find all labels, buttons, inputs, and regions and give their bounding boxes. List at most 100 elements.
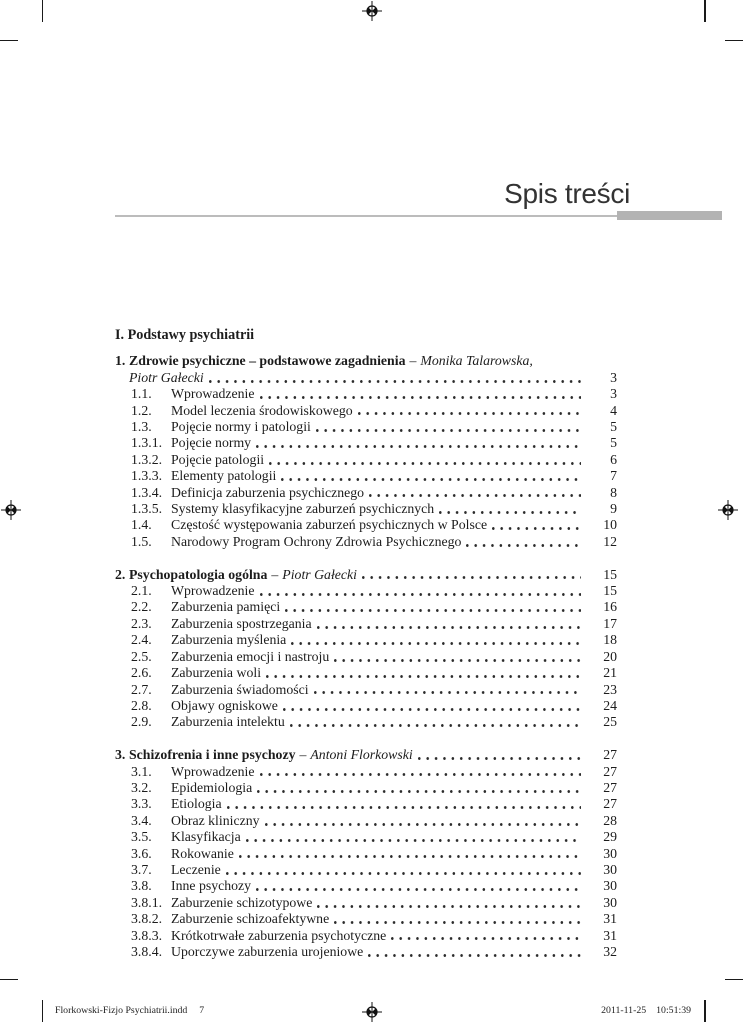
toc-chapter-block: 3. Schizofrenia i inne psychozy – Antoni Fl… — [115, 747, 617, 961]
toc-page-number: 8 — [610, 484, 617, 500]
toc-page-number: 5 — [610, 435, 617, 451]
toc-item-row: 3.7. Leczenie 30 — [115, 861, 617, 879]
toc-item-row: 3.4. Obraz kliniczny 28 — [115, 812, 617, 830]
crop-mark — [704, 1000, 706, 1022]
dot-leader — [285, 599, 581, 616]
toc-item-row: 3.2. Epidemiologia 27 — [115, 779, 617, 797]
dot-leader — [259, 763, 581, 780]
crop-mark — [725, 979, 743, 980]
toc-item-row: 3.8.4. Uporczywe zaburzenia urojeniowe 32 — [115, 944, 617, 961]
toc-item-row: 2.7. Zaburzenia świadomości 23 — [115, 681, 617, 698]
toc-page-number: 15 — [603, 583, 617, 599]
footer-time: 10:51:39 — [656, 1005, 691, 1016]
dot-leader — [208, 369, 581, 387]
toc-page-number: 27 — [603, 779, 617, 795]
toc-page-number: 30 — [603, 878, 617, 894]
toc-page-number: 27 — [603, 763, 617, 779]
toc-item-title: Wprowadzenie — [171, 583, 255, 599]
toc-chapter-block: 2. Psychopatologia ogólna – Piotr Gałecki 15… — [115, 566, 617, 731]
toc-page-number: 10 — [603, 517, 617, 533]
toc-item-title: Zaburzenia woli — [171, 665, 262, 681]
toc-list: 1. Zdrowie psychiczne – podstawowe zagadn… — [115, 353, 617, 961]
dot-leader — [315, 419, 581, 436]
toc-number: 1.3.2. — [131, 451, 163, 467]
toc-item-title: Zaburzenia pamięci — [171, 599, 281, 615]
toc-item-row: 3.8. Inne psychozy 30 — [115, 878, 617, 895]
toc-chapter-title: Zdrowie psychiczne – podstawowe zagadnie… — [129, 353, 406, 369]
table-of-contents: I. Podstawy psychiatrii 1. Zdrowie psychi… — [115, 327, 617, 961]
dot-leader — [334, 911, 581, 928]
crop-mark — [704, 0, 706, 22]
dot-leader — [257, 779, 581, 797]
toc-page-number: 17 — [603, 615, 617, 631]
dot-leader — [357, 402, 581, 420]
toc-number: 3.8. — [131, 878, 152, 894]
toc-chapter-row: 1. Zdrowie psychiczne – podstawowe zagadn… — [115, 353, 617, 369]
toc-page-number: 12 — [603, 533, 617, 549]
toc-number: 3.3. — [131, 796, 152, 812]
toc-item-title: Pojęcie patologii — [171, 451, 265, 467]
author-separator: – — [299, 747, 307, 763]
toc-item-title: Zaburzenia emocji i nastroju — [171, 648, 330, 664]
toc-item-row: 2.5. Zaburzenia emocji i nastroju 20 — [115, 648, 617, 666]
toc-item-title: Etiologia — [171, 796, 222, 812]
toc-page-number: 32 — [603, 944, 617, 959]
registration-mark-icon — [362, 1, 382, 21]
toc-item-row: 2.2. Zaburzenia pamięci 16 — [115, 599, 617, 616]
toc-page-number: 15 — [603, 566, 617, 582]
toc-page-number: 6 — [610, 451, 617, 467]
toc-chapter-title: Schizofrenia i inne psychozy — [129, 747, 296, 763]
toc-page-number: 27 — [603, 747, 617, 763]
footer-left: Florkowski-Fizjo Psychiatrii.indd 7 — [55, 1005, 204, 1016]
toc-item-row: 2.3. Zaburzenia spostrzegania 17 — [115, 615, 617, 633]
toc-chapter-row: 2. Psychopatologia ogólna – Piotr Gałecki 15 — [115, 566, 617, 584]
title-rule-thin — [115, 215, 617, 217]
toc-number: 2.2. — [131, 599, 152, 615]
dot-leader — [238, 845, 581, 862]
toc-chapter-authors: Piotr Gałecki — [129, 369, 204, 385]
toc-item-row: 3.8.1. Zaburzenie schizotypowe 30 — [115, 894, 617, 912]
toc-item-title: Wprowadzenie — [171, 763, 255, 779]
toc-page-number: 16 — [603, 599, 617, 615]
toc-item-row: 2.8. Objawy ogniskowe 24 — [115, 697, 617, 715]
toc-item-title: Leczenie — [171, 861, 221, 877]
toc-number: 2.3. — [131, 615, 152, 631]
dot-leader — [466, 533, 581, 551]
toc-page-number: 31 — [603, 911, 617, 927]
toc-page-number: 5 — [610, 419, 617, 435]
toc-page-number: 31 — [603, 927, 617, 943]
toc-number: 3.8.2. — [131, 911, 163, 927]
toc-number: 2.4. — [131, 632, 152, 648]
toc-item-title: Częstość występowania zaburzeń psychiczn… — [171, 517, 488, 533]
toc-item-title: Obraz kliniczny — [171, 812, 260, 828]
dot-leader — [362, 566, 581, 584]
dot-leader — [266, 665, 581, 682]
toc-page-number: 30 — [603, 894, 617, 910]
toc-number: 3.2. — [131, 779, 152, 795]
toc-item-title: Pojęcie normy — [171, 435, 252, 451]
title-rule-thick — [617, 211, 722, 220]
dot-leader — [316, 615, 581, 633]
toc-item-row: 2.1. Wprowadzenie 15 — [115, 583, 617, 600]
toc-item-row: 2.4. Zaburzenia myślenia 18 — [115, 632, 617, 649]
crop-mark — [0, 979, 18, 980]
dot-leader — [391, 927, 581, 944]
dot-leader — [281, 468, 581, 485]
toc-number: 1.3.4. — [131, 484, 163, 500]
toc-item-title: Inne psychozy — [171, 878, 252, 894]
toc-number: 2.9. — [131, 714, 152, 730]
toc-item-row: 1.3.3. Elementy patologii 7 — [115, 468, 617, 485]
dot-leader — [259, 583, 581, 600]
toc-number: 1.5. — [131, 533, 152, 549]
toc-chapter-author-continuation: Piotr Gałecki 3 — [115, 369, 617, 387]
toc-number: 3. — [115, 747, 126, 763]
toc-page-number: 30 — [603, 861, 617, 877]
toc-number: 1.3.1. — [131, 435, 163, 451]
toc-page-number: 9 — [610, 501, 617, 517]
crop-mark — [42, 1000, 43, 1022]
toc-number: 1.2. — [131, 402, 152, 418]
footer-date: 2011-11-25 — [601, 1005, 647, 1016]
toc-number: 1.3.3. — [131, 468, 163, 484]
toc-number: 3.1. — [131, 763, 152, 779]
toc-number: 1.3. — [131, 419, 152, 435]
